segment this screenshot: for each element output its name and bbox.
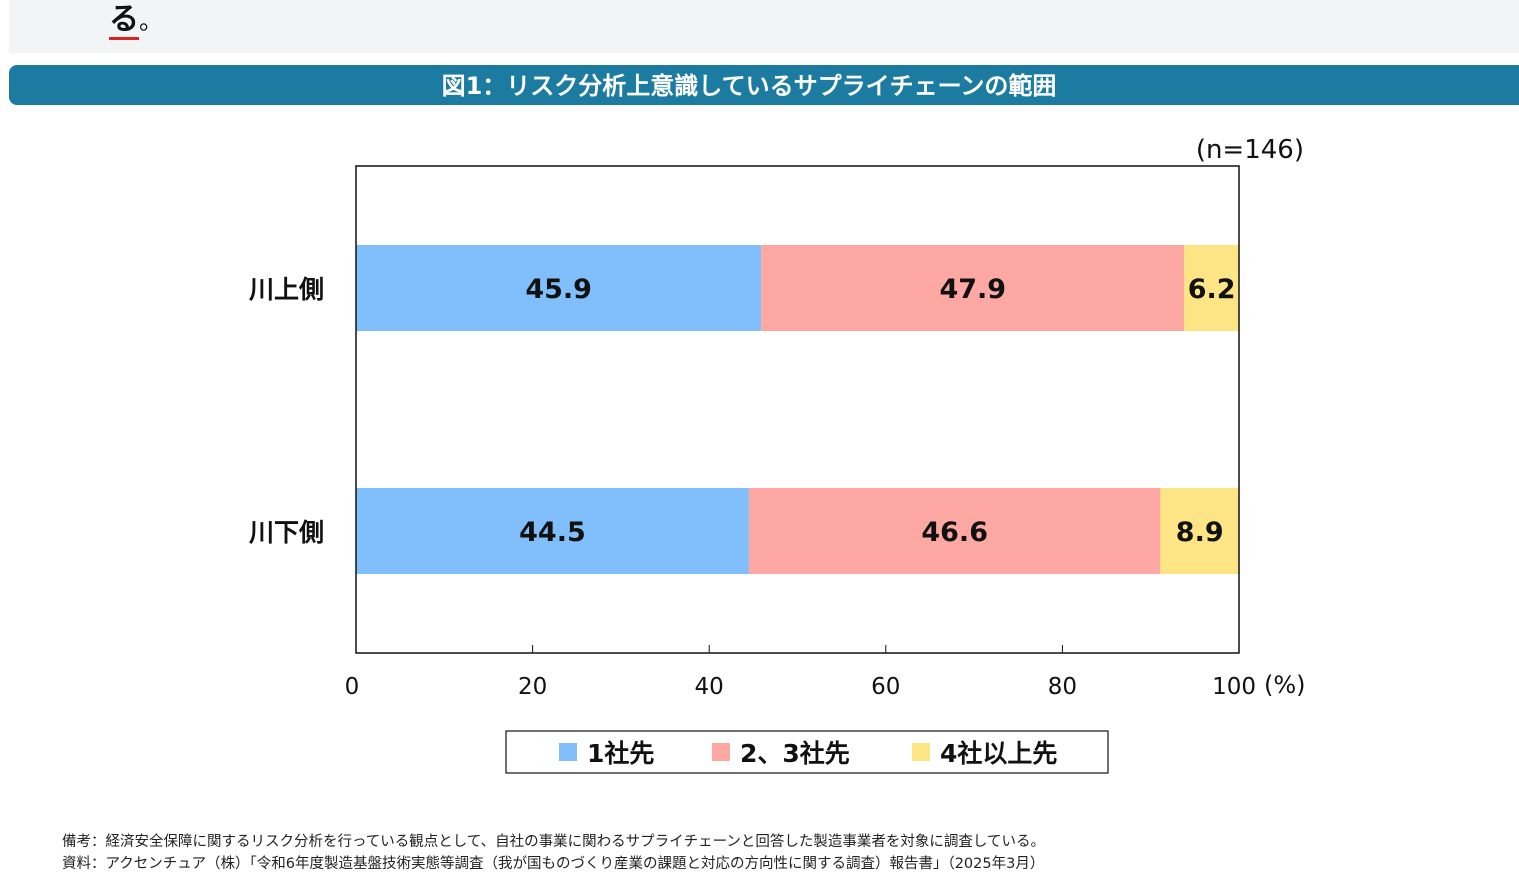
bar-segment bbox=[356, 245, 762, 331]
bar-segment bbox=[748, 488, 1161, 574]
bar-segment bbox=[1160, 488, 1239, 574]
figure-title: 図1：リスク分析上意識しているサプライチェーンの範囲 bbox=[9, 65, 1519, 105]
data-label: 8.9 bbox=[1176, 517, 1224, 548]
legend-label: 2、3社先 bbox=[740, 739, 850, 768]
note-source: 資料：アクセンチュア（株）「令和6年度製造基盤技術実態等調査（我が国ものづくり産… bbox=[62, 856, 1045, 872]
x-tick-label: 40 bbox=[695, 674, 724, 700]
x-tick-label: 100 bbox=[1212, 674, 1256, 700]
x-tick-label: 20 bbox=[518, 674, 547, 700]
legend-swatch bbox=[559, 743, 577, 761]
bar-segment bbox=[761, 245, 1185, 331]
data-label: 45.9 bbox=[525, 274, 592, 305]
footnotes: 備考：経済安全保障に関するリスク分析を行っている観点として、自社の事業に関わるサ… bbox=[62, 831, 1045, 875]
bar-segment bbox=[1184, 245, 1239, 331]
data-label: 46.6 bbox=[921, 517, 988, 548]
intro-text: る。 bbox=[109, 0, 163, 40]
note-remark: 備考：経済安全保障に関するリスク分析を行っている観点として、自社の事業に関わるサ… bbox=[62, 834, 1045, 850]
legend-box bbox=[505, 730, 1109, 774]
legend-label: 4社以上先 bbox=[940, 739, 1057, 768]
legend-swatch bbox=[912, 743, 930, 761]
category-label: 川上側 bbox=[249, 275, 324, 304]
x-tick-label: 80 bbox=[1048, 674, 1077, 700]
x-tick-label: 60 bbox=[871, 674, 900, 700]
x-tick-label: 0 bbox=[345, 674, 360, 700]
x-unit-label: (%) bbox=[1264, 671, 1306, 699]
data-label: 6.2 bbox=[1188, 274, 1236, 305]
data-label: 44.5 bbox=[519, 517, 586, 548]
plot-frame bbox=[355, 165, 1240, 654]
category-label: 川下側 bbox=[249, 518, 324, 547]
sample-size-note: (n=146) bbox=[1196, 135, 1304, 165]
data-label: 47.9 bbox=[939, 274, 1006, 305]
legend-swatch bbox=[712, 743, 730, 761]
legend-label: 1社先 bbox=[587, 739, 654, 768]
bar-segment bbox=[356, 488, 749, 574]
intro-text-box: る。 bbox=[9, 0, 1519, 53]
